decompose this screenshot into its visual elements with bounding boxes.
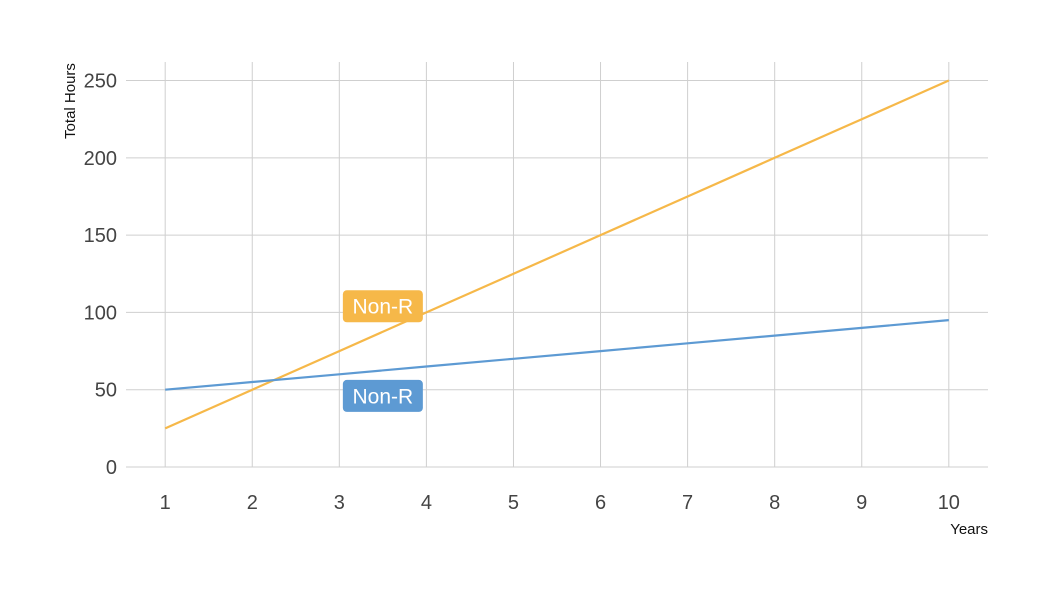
series-label-box [342,290,423,323]
series-label-1: Non-R [342,379,423,412]
x-tick-label: 7 [682,492,693,514]
series-label-box [342,379,423,412]
series-label-text: Non-R [353,296,414,319]
y-tick-label: 200 [84,148,117,170]
y-tick-label: 50 [95,380,117,402]
x-tick-label: 10 [938,492,960,514]
x-tick-label: 3 [334,492,345,514]
series-label-layer: Non-R Non-R [342,290,423,412]
x-tick-label: 8 [769,492,780,514]
y-tick-label: 250 [84,71,117,93]
series-label-0: Non-R [342,290,423,323]
y-tick-label: 0 [106,457,117,479]
y-tick-label: 100 [84,302,117,324]
x-tick-label: 2 [247,492,258,514]
series-label-text: Non-R [353,385,414,408]
grid-layer [126,62,988,468]
series-layer [164,79,950,430]
x-tick-label: 5 [508,492,519,514]
series-line-1 [165,319,949,391]
x-axis-title: Years [950,521,988,538]
x-tick-label: 4 [421,492,432,514]
series-line-0 [164,79,950,430]
x-tick-label: 9 [856,492,867,514]
x-tick-label: 6 [595,492,606,514]
y-tick-label: 150 [84,225,117,247]
y-axis-title: Total Hours [62,63,79,139]
x-tick-label: 1 [160,492,171,514]
